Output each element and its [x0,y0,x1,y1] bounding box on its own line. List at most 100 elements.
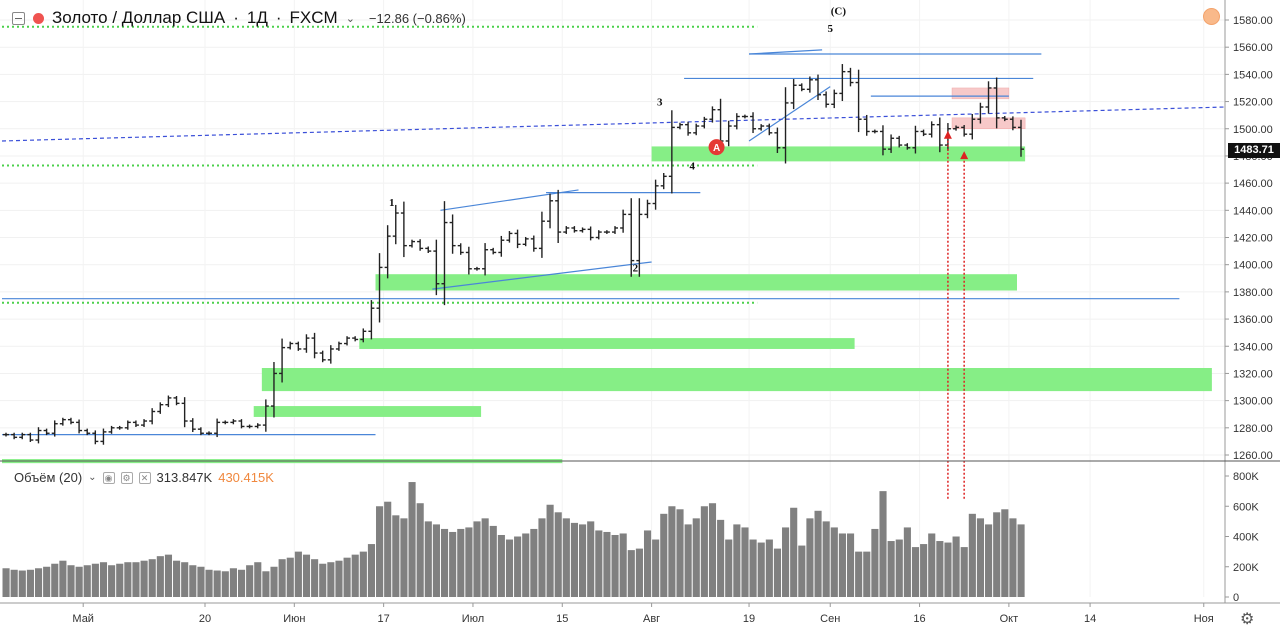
volume-bar [579,524,587,597]
volume-bar [782,527,790,597]
eye-icon[interactable]: ◉ [102,471,115,484]
volume-bar [692,518,700,597]
volume-bar [116,563,124,597]
close-icon[interactable]: ✕ [138,471,151,484]
chevron-down-icon[interactable]: ⌄ [88,472,97,483]
volume-label[interactable]: Объём (20) [14,470,83,485]
volume-bar [1009,518,1017,597]
volume-bar [343,557,351,597]
y-tick-label: 1500.00 [1233,124,1273,136]
x-tick-label: 19 [743,613,755,625]
last-price-label: 1483.71 [1228,143,1280,158]
volume-bar [846,533,855,597]
volume-value: 313.847K [156,470,213,485]
volume-bar [652,539,660,597]
volume-bar [887,541,895,597]
volume-bar [717,519,725,597]
volume-bar [790,507,798,597]
volume-bar [562,518,570,597]
volume-bar [1017,524,1025,597]
volume-bar [197,566,205,597]
collapse-square-icon[interactable] [12,11,25,25]
chevron-down-icon[interactable]: ⌄ [345,12,355,25]
volume-bar [757,542,765,597]
source-label[interactable]: FXCM [289,8,338,27]
volume-bar [968,513,976,597]
volume-bar [806,518,814,597]
volume-bar [311,559,319,597]
volume-bar [34,568,43,597]
settings-icon[interactable]: ⚙ [120,471,133,484]
volume-bar [140,560,148,597]
change-value: −12.86 (−0.86%) [368,10,466,26]
volume-bar [944,542,952,597]
symbol-title[interactable]: Золото / Доллар США [52,8,226,27]
y-tick-label: 1340.00 [1233,341,1273,353]
y-tick-label: 1440.00 [1233,205,1273,217]
volume-tick-label: 400K [1233,532,1259,544]
interval-label[interactable]: 1Д [246,8,268,27]
volume-bar [668,506,676,597]
volume-bar [327,562,335,597]
volume-header: Объём (20) ⌄ ◉ ⚙ ✕ 313.847K 430.415K [14,470,274,485]
volume-bar [1001,509,1009,597]
volume-bar [221,571,229,597]
trend-line [432,261,652,290]
volume-bar [830,527,838,597]
volume-bar [903,527,911,597]
volume-bar [879,491,887,597]
x-tick-label: Ноя [1194,613,1214,625]
volume-bar [920,544,928,597]
volume-bar [952,536,960,597]
signal-arrow-head [960,151,969,160]
symbol-separator: · [233,8,239,27]
wave-label: (C) [831,6,847,18]
x-tick-label: 16 [913,613,925,625]
y-tick-label: 1540.00 [1233,69,1273,81]
y-tick-label: 1580.00 [1233,15,1273,27]
volume-bar [51,563,59,597]
volume-bar [546,504,554,597]
volume-bar [741,527,749,597]
volume-bar [871,528,879,597]
volume-bar [708,503,717,597]
volume-bar [822,521,830,597]
volume-bar [676,509,684,597]
y-tick-label: 1520.00 [1233,97,1273,109]
volume-bar [432,524,440,597]
y-tick-label: 1380.00 [1233,287,1273,299]
y-tick-label: 1460.00 [1233,178,1273,190]
volume-bar [408,482,416,597]
volume-bar [489,525,497,597]
volume-bar [895,539,903,597]
gear-icon[interactable]: ⚙ [1240,611,1255,628]
volume-bar [392,515,400,597]
volume-bar [603,531,611,597]
volume-bar [635,548,643,597]
x-tick-label: Май [72,613,94,625]
volume-bar [26,569,34,597]
volume-bar [262,571,270,597]
volume-bar [270,566,278,597]
volume-bar [148,559,156,597]
volume-bar [67,565,75,597]
volume-bar [319,563,327,597]
volume-bar [497,534,505,597]
trend-line [749,49,823,55]
volume-bar [181,562,189,597]
volume-bar [522,533,530,597]
x-tick-label: Сен [820,613,840,625]
volume-bar [911,547,920,597]
price-bars [3,64,1024,445]
volume-bar [700,506,708,597]
volume-tick-label: 600K [1233,501,1259,513]
volume-bar [773,548,782,597]
volume-bar [481,518,489,597]
support-zone [359,338,855,349]
alert-dot-icon[interactable] [1203,8,1220,25]
volume-bar [59,560,67,597]
y-tick-label: 1360.00 [1233,314,1273,326]
volume-bar [335,560,343,597]
